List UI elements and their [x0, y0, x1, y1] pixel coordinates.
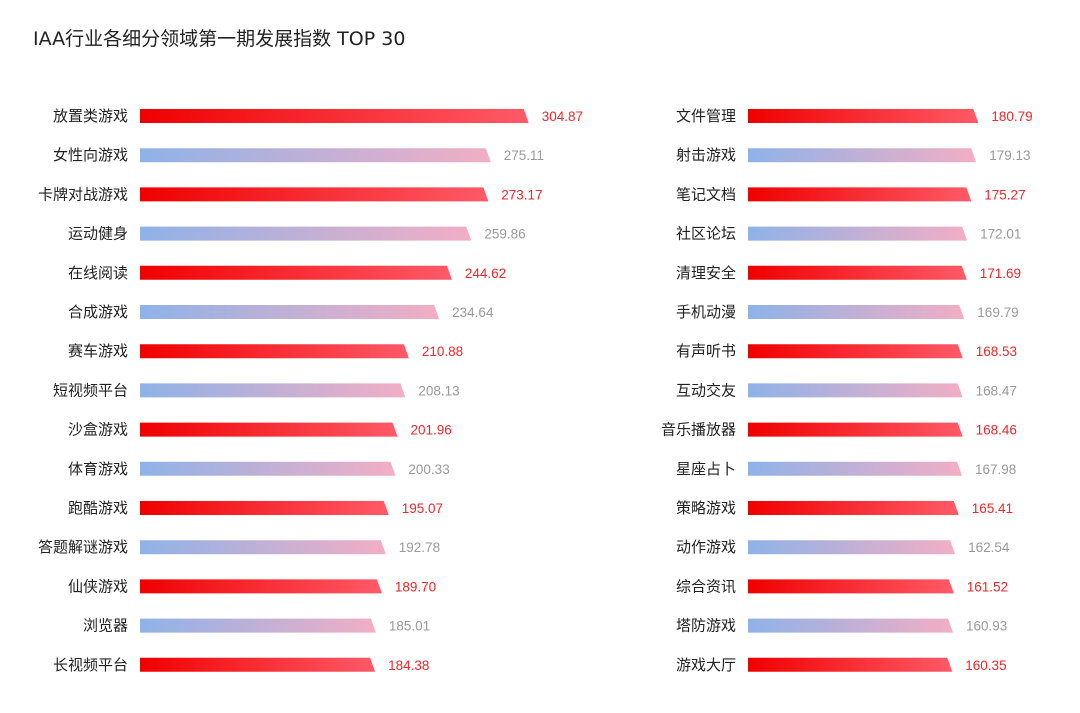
bar	[140, 187, 489, 202]
category-label: 短视频平台	[53, 381, 128, 399]
category-label: 游戏大厅	[676, 656, 736, 674]
category-label: 体育游戏	[68, 460, 128, 478]
value-label: 167.98	[975, 462, 1016, 477]
category-label: 有声听书	[676, 342, 736, 360]
value-label: 192.78	[399, 540, 440, 555]
value-label: 208.13	[418, 383, 459, 398]
value-label: 161.52	[967, 579, 1008, 594]
category-label: 运动健身	[68, 225, 128, 243]
value-label: 184.38	[388, 658, 429, 673]
value-label: 168.47	[976, 383, 1017, 398]
category-label: 星座占卜	[676, 460, 736, 478]
value-label: 244.62	[465, 266, 506, 281]
category-label: 综合资讯	[676, 577, 736, 595]
category-label: 互动交友	[676, 381, 736, 399]
bar	[748, 265, 967, 280]
category-label: 浏览器	[83, 617, 128, 635]
bar	[140, 618, 376, 633]
bar	[748, 344, 963, 359]
value-label: 189.70	[395, 579, 436, 594]
category-label: 文件管理	[676, 107, 736, 125]
category-label: 塔防游戏	[676, 617, 736, 635]
value-label: 200.33	[408, 462, 449, 477]
category-label: 策略游戏	[676, 499, 736, 517]
value-label: 165.41	[972, 501, 1013, 516]
value-label: 168.46	[976, 423, 1017, 438]
bar	[140, 657, 376, 672]
category-label: 卡牌对战游戏	[38, 185, 128, 203]
bar	[140, 422, 398, 437]
value-label: 210.88	[422, 344, 463, 359]
bar	[748, 383, 963, 398]
value-label: 162.54	[968, 540, 1010, 555]
value-label: 304.87	[542, 109, 583, 124]
bar	[140, 265, 452, 280]
bar	[748, 657, 953, 672]
value-label: 180.79	[991, 109, 1032, 124]
bar	[748, 501, 959, 515]
category-label: 沙盒游戏	[68, 421, 128, 439]
category-label: 女性向游戏	[53, 146, 128, 164]
value-label: 175.27	[984, 187, 1025, 202]
bar	[140, 226, 472, 241]
category-label: 清理安全	[676, 264, 736, 282]
bar	[748, 187, 972, 202]
value-label: 259.86	[484, 227, 525, 242]
bar	[140, 540, 386, 555]
value-label: 169.79	[977, 305, 1018, 320]
category-label: 社区论坛	[676, 225, 736, 243]
category-label: 放置类游戏	[53, 107, 128, 125]
value-label: 273.17	[501, 187, 542, 202]
value-label: 195.07	[402, 501, 443, 516]
bar	[748, 540, 956, 555]
value-label: 201.96	[410, 423, 451, 438]
category-label: 手机动漫	[676, 303, 736, 321]
bar	[748, 305, 965, 319]
bar	[748, 461, 963, 476]
category-label: 长视频平台	[53, 656, 128, 674]
value-label: 275.11	[504, 148, 544, 163]
bar	[140, 305, 440, 319]
bar	[140, 461, 396, 476]
category-label: 射击游戏	[676, 146, 736, 164]
category-label: 动作游戏	[676, 538, 736, 556]
bar	[748, 579, 954, 594]
bar	[748, 226, 968, 241]
bar	[748, 618, 954, 633]
bar	[140, 148, 491, 163]
category-label: 跑酷游戏	[68, 499, 128, 517]
value-label: 168.53	[976, 344, 1017, 359]
chart-title: IAA行业各细分领域第一期发展指数 TOP 30	[33, 28, 406, 50]
bar	[140, 109, 529, 123]
bar	[748, 422, 963, 437]
value-label: 185.01	[389, 619, 430, 634]
category-label: 合成游戏	[68, 303, 128, 321]
category-label: 仙侠游戏	[68, 577, 128, 595]
category-label: 音乐播放器	[661, 421, 736, 439]
bar	[748, 109, 979, 123]
bar	[140, 344, 409, 359]
bar	[140, 579, 382, 594]
bar	[140, 501, 389, 515]
value-label: 171.69	[980, 266, 1021, 281]
category-label: 在线阅读	[68, 264, 128, 282]
bar	[140, 383, 406, 398]
category-label: 笔记文档	[676, 185, 736, 203]
value-label: 172.01	[980, 227, 1021, 242]
category-label: 赛车游戏	[68, 342, 128, 360]
value-label: 160.35	[965, 658, 1006, 673]
bar	[748, 148, 977, 163]
value-label: 179.13	[989, 148, 1030, 163]
category-label: 答题解谜游戏	[38, 538, 128, 556]
value-label: 160.93	[966, 619, 1007, 634]
value-label: 234.64	[452, 305, 494, 320]
